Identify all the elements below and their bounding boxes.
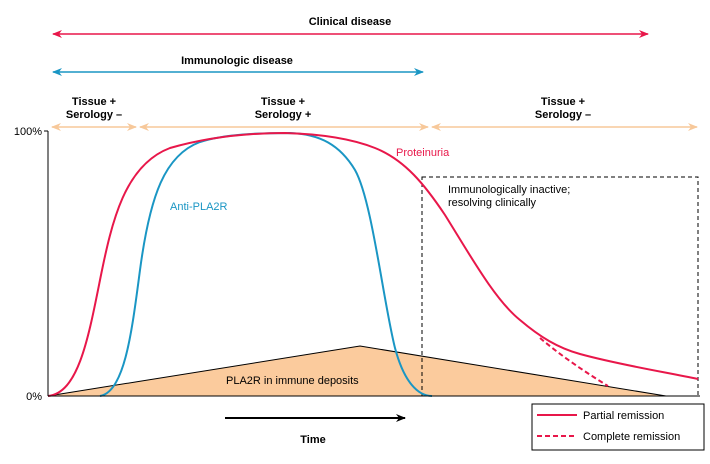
phase-3-line1: Tissue + — [541, 96, 585, 108]
y-axis-max-label: 100% — [14, 126, 42, 138]
legend-complete-label: Complete remission — [583, 431, 680, 443]
anti-pla2r-label: Anti-PLA2R — [170, 201, 228, 213]
clinical-disease-label: Clinical disease — [309, 16, 392, 28]
phase-2-line2: Serology + — [255, 109, 312, 121]
proteinuria-curve — [47, 131, 699, 397]
phase-3-line2: Serology – — [535, 109, 591, 121]
immune-deposits-label: PLA2R in immune deposits — [226, 375, 359, 387]
legend-partial-label: Partial remission — [583, 410, 664, 422]
inactive-phase-label-1: Immunologically inactive; — [448, 184, 570, 196]
phase-2-line1: Tissue + — [261, 96, 305, 108]
inactive-phase-label-2: resolving clinically — [448, 197, 537, 209]
phase-1-line1: Tissue + — [72, 96, 116, 108]
phase-1-line2: Serology – — [66, 109, 122, 121]
y-axis-min-label: 0% — [26, 391, 42, 403]
complete-remission-curve — [539, 337, 609, 387]
immunologic-disease-label: Immunologic disease — [181, 55, 293, 67]
immune-deposits-area — [47, 345, 667, 397]
proteinuria-label: Proteinuria — [396, 147, 450, 159]
legend-box — [531, 403, 705, 451]
time-label: Time — [300, 434, 325, 446]
